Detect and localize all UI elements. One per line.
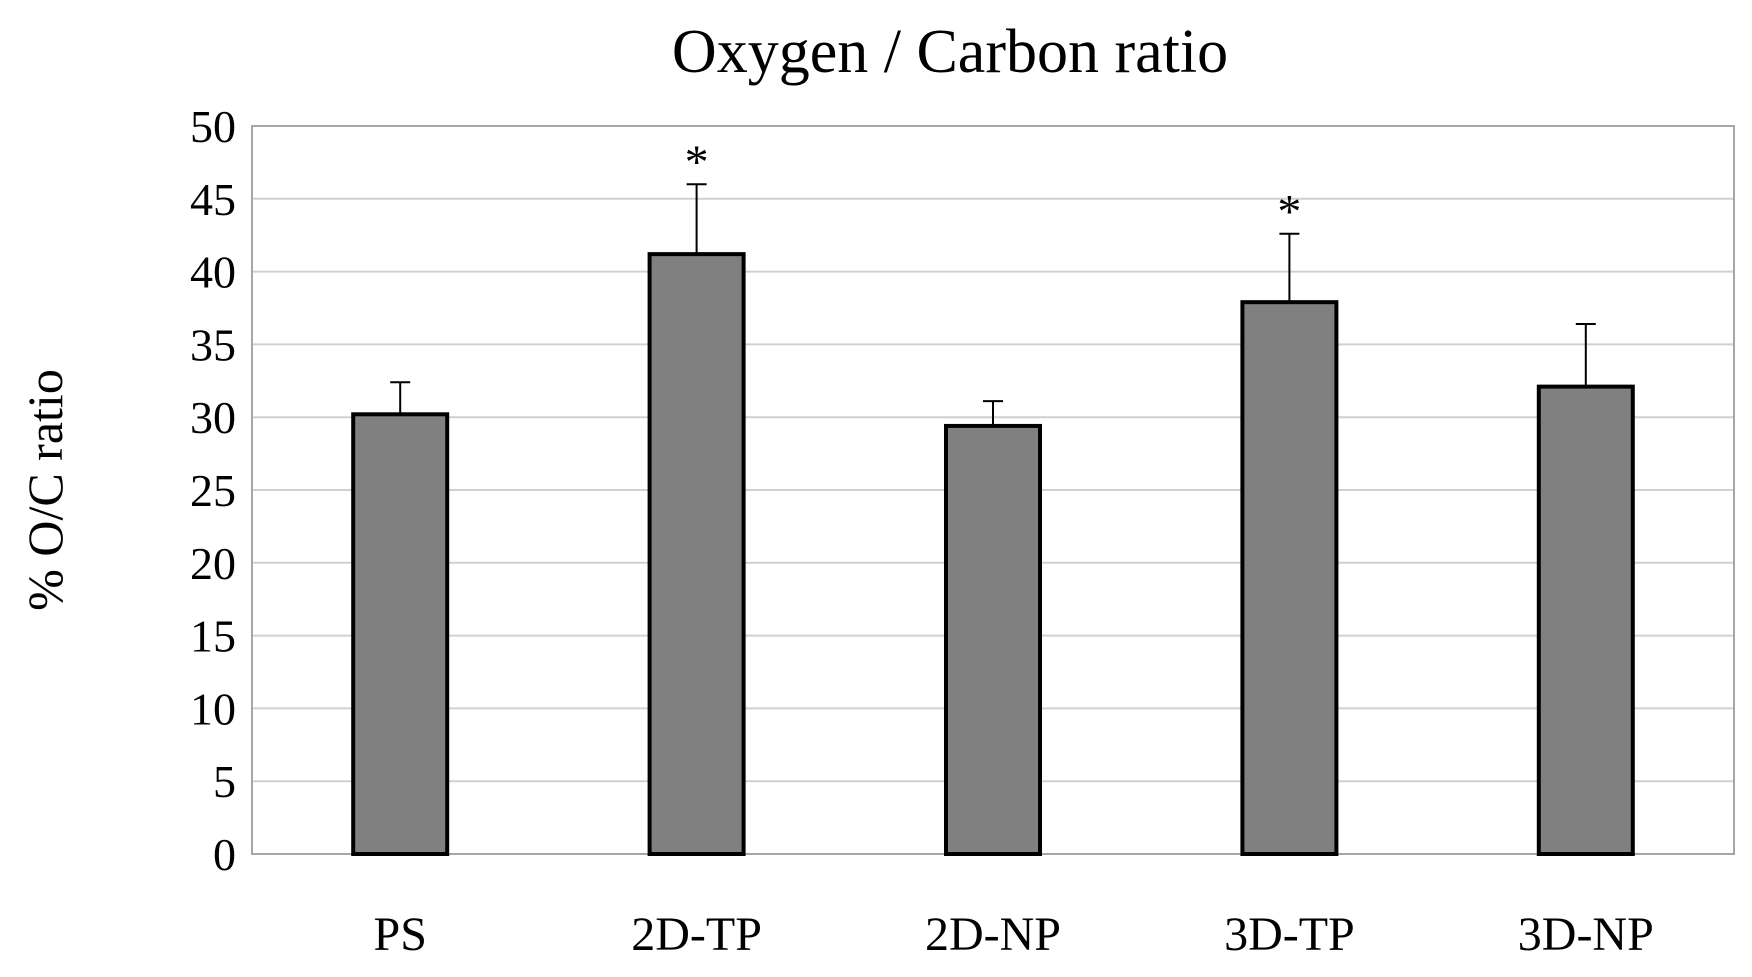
y-tick-label: 10 [190, 683, 236, 734]
y-tick-label: 25 [190, 465, 236, 516]
significance-markers: ** [685, 136, 1302, 239]
y-tick-label: 35 [190, 319, 236, 370]
bar-ps [351, 412, 450, 856]
y-tick-label: 45 [190, 174, 236, 225]
x-category-label: 2D-TP [631, 908, 762, 961]
y-tick-label: 30 [190, 392, 236, 443]
y-axis-label: % O/C ratio [17, 369, 73, 611]
significance-star: * [685, 136, 709, 189]
y-axis-ticks: 0 5 10 15 20 25 30 35 40 45 50 [190, 101, 236, 880]
bars [351, 252, 1635, 857]
bar-3d-tp [1240, 300, 1339, 856]
x-category-label: 2D-NP [925, 908, 1061, 961]
bar-2d-tp [647, 252, 746, 857]
chart-title: Oxygen / Carbon ratio [672, 18, 1228, 86]
error-bars [390, 183, 1596, 426]
x-category-label: 3D-NP [1518, 908, 1654, 961]
y-tick-label: 5 [213, 756, 236, 807]
y-tick-label: 15 [190, 611, 236, 662]
bar-3d-np [1536, 384, 1635, 856]
y-tick-label: 40 [190, 247, 236, 298]
bar-2d-np [944, 423, 1042, 856]
x-category-label: PS [374, 908, 427, 961]
y-tick-label: 0 [213, 829, 236, 880]
x-category-label: 3D-TP [1224, 908, 1355, 961]
y-tick-label: 20 [190, 538, 236, 589]
y-tick-label: 50 [190, 101, 236, 152]
x-axis-categories: PS 2D-TP 2D-NP 3D-TP 3D-NP [374, 908, 1654, 961]
significance-star: * [1277, 186, 1301, 239]
